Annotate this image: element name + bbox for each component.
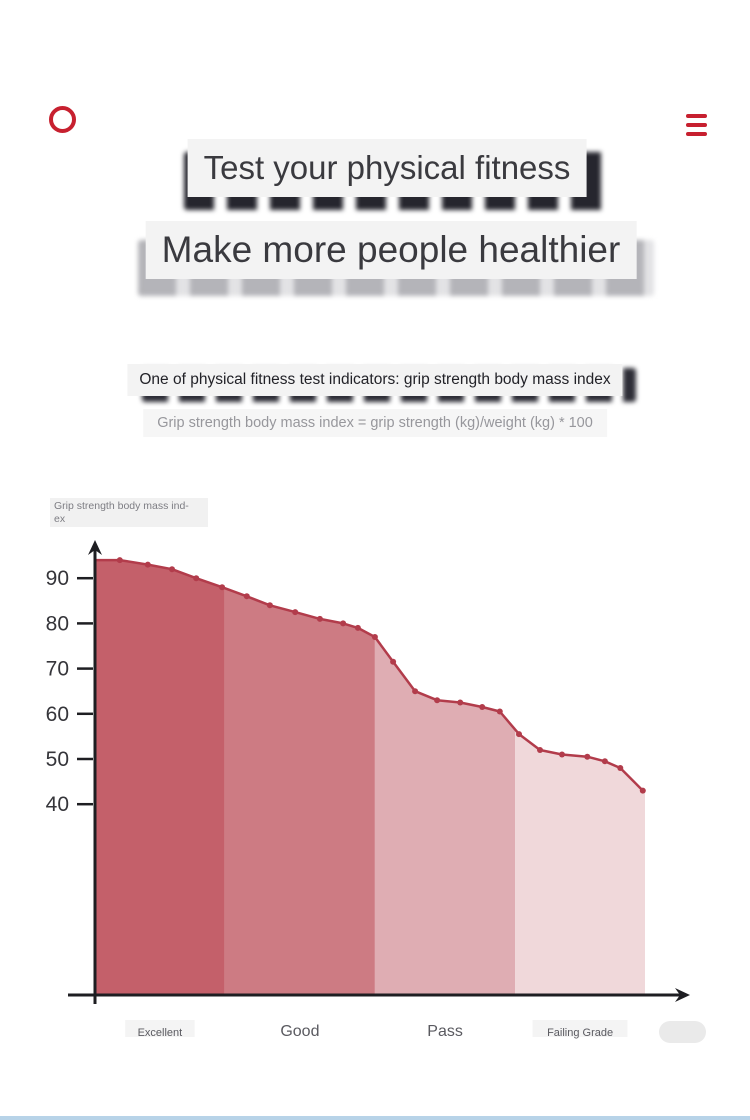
headline-primary: Test your physical fitness: [187, 139, 587, 197]
headline-secondary: Make more people healthier: [145, 221, 637, 279]
hamburger-bar: [686, 114, 707, 118]
formula-text: Grip strength body mass index = grip str…: [143, 409, 607, 437]
svg-text:Pass: Pass: [427, 1023, 463, 1040]
y-axis-label-line1: Grip strength body mass ind-: [54, 500, 189, 512]
y-axis-label: Grip strength body mass ind- ex: [50, 498, 208, 527]
svg-text:90: 90: [46, 567, 69, 590]
svg-text:80: 80: [46, 612, 69, 635]
svg-text:40: 40: [46, 793, 69, 816]
brand-logo-circle[interactable]: [49, 106, 76, 133]
scroll-indicator-pill: [659, 1021, 706, 1043]
hamburger-menu-icon[interactable]: [686, 114, 707, 136]
svg-text:Failing Grade: Failing Grade: [547, 1027, 613, 1039]
svg-text:Good: Good: [280, 1023, 319, 1040]
hamburger-bar: [686, 132, 707, 136]
chart-subtitle: One of physical fitness test indicators:…: [127, 364, 623, 396]
svg-text:70: 70: [46, 658, 69, 681]
svg-text:60: 60: [46, 703, 69, 726]
svg-text:50: 50: [46, 748, 69, 771]
y-axis-label-line2: ex: [54, 512, 66, 525]
bottom-edge-bar: [0, 1116, 750, 1120]
svg-text:Excellent: Excellent: [138, 1027, 183, 1039]
hamburger-bar: [686, 123, 707, 127]
